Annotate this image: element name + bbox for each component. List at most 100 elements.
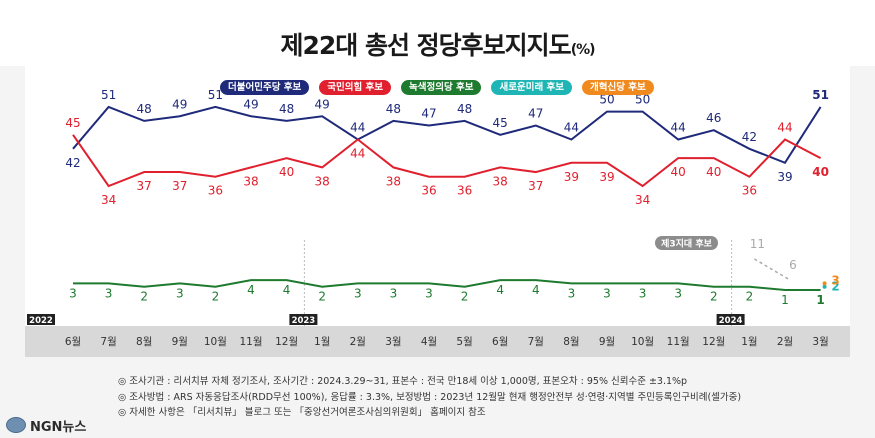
- globe-icon: [6, 417, 26, 433]
- data-label: 36: [457, 184, 472, 198]
- logo-text: NGN뉴스: [30, 419, 87, 435]
- data-label: 37: [528, 179, 543, 193]
- x-tick-label: 5월: [456, 336, 472, 348]
- data-label: 49: [243, 97, 258, 111]
- x-tick-label: 9월: [599, 336, 615, 348]
- legend-item: 국민의힘 후보: [319, 80, 391, 95]
- x-tick-label: 1월: [741, 336, 757, 348]
- note-line: ◎ 조사기관 : 리서치뷰 자체 정기조사, 조사기간 : 2024.3.29~…: [118, 376, 688, 387]
- data-label: 48: [137, 102, 152, 116]
- title-unit: (%): [570, 42, 596, 58]
- data-label: 4: [532, 283, 540, 297]
- data-label: 44: [350, 147, 365, 161]
- third-party-label: 11: [750, 237, 765, 251]
- data-label: 2: [318, 290, 326, 304]
- year-marker: 2024: [716, 314, 745, 326]
- survey-notes: ◎ 조사기관 : 리서치뷰 자체 정기조사, 조사기간 : 2024.3.29~…: [118, 374, 818, 421]
- series-line: [72, 105, 822, 164]
- x-tick-label: 3월: [812, 336, 828, 348]
- year-marker: 2023: [289, 314, 318, 326]
- data-label: 38: [243, 174, 258, 188]
- x-tick-label: 10월: [204, 336, 227, 348]
- data-label: 38: [315, 174, 330, 188]
- data-label: 36: [421, 184, 436, 198]
- data-label: 47: [528, 107, 543, 121]
- x-tick-label: 12월: [275, 336, 298, 348]
- data-label: 42: [65, 156, 80, 170]
- data-label: 2: [746, 290, 754, 304]
- series-point: [822, 281, 827, 286]
- x-tick-label: 3월: [385, 336, 401, 348]
- note-line: ◎ 조사방법 : ARS 자동응답조사(RDD무선 100%), 응답률 : 3…: [118, 391, 742, 403]
- page-title: 제22대 총선 정당후보지지도(%): [0, 26, 875, 62]
- data-label: 49: [172, 97, 187, 111]
- data-label: 34: [635, 193, 650, 207]
- x-tick-label: 10월: [631, 336, 654, 348]
- data-label: 4: [496, 283, 504, 297]
- year-marker-label: 2022: [29, 316, 53, 326]
- data-label: 40: [279, 165, 294, 179]
- data-label: 3: [176, 286, 184, 300]
- data-label: 2: [140, 290, 148, 304]
- x-tick-label: 1월: [314, 336, 330, 348]
- x-tick-label: 11월: [667, 336, 690, 348]
- x-tick-label: 7월: [100, 336, 116, 348]
- x-tick-label: 2월: [777, 336, 793, 348]
- data-label: 36: [742, 184, 757, 198]
- data-label: 2: [212, 290, 220, 304]
- chart-legend: 더불어민주당 후보 국민의힘 후보 녹색정의당 후보 새로운미래 후보 개혁신당 후보: [220, 80, 680, 96]
- data-label: 4: [247, 283, 255, 297]
- data-label: 34: [101, 193, 116, 207]
- data-label: 3: [568, 286, 576, 300]
- data-label: 36: [208, 184, 223, 198]
- data-label: 38: [386, 174, 401, 188]
- data-label: 3: [105, 286, 113, 300]
- x-tick-label: 11월: [239, 336, 262, 348]
- plot-panel: [25, 66, 850, 326]
- data-label: 48: [386, 102, 401, 116]
- legend-item: 개혁신당 후보: [581, 80, 654, 95]
- year-marker-box: [289, 314, 318, 325]
- data-label: 2: [710, 290, 718, 304]
- data-label: 44: [777, 121, 792, 135]
- year-marker: 2022: [27, 314, 55, 326]
- data-label: 44: [564, 121, 579, 135]
- data-label: 3: [639, 286, 647, 300]
- year-marker-label: 2024: [719, 316, 743, 326]
- data-label: 1: [781, 293, 789, 307]
- year-marker-label: 2023: [292, 316, 316, 326]
- data-label: 42: [742, 130, 757, 144]
- data-label: 50: [635, 93, 650, 107]
- data-label: 45: [493, 116, 508, 130]
- data-label: 48: [279, 102, 294, 116]
- x-tick-label: 6월: [65, 336, 81, 348]
- data-label: 3: [390, 286, 398, 300]
- data-label: 50: [599, 93, 614, 107]
- x-axis-band: [25, 326, 850, 357]
- x-tick-label: 12월: [702, 336, 725, 348]
- year-marker-box: [27, 314, 55, 325]
- data-label: 3: [831, 273, 839, 287]
- data-label: 3: [354, 286, 362, 300]
- data-label: 44: [671, 121, 686, 135]
- data-label: 2: [831, 280, 839, 294]
- data-label: 40: [706, 165, 721, 179]
- data-label: 51: [101, 88, 116, 102]
- series-line: [72, 134, 822, 188]
- data-label: 45: [65, 116, 80, 130]
- data-label: 3: [69, 286, 77, 300]
- data-label: 51: [812, 88, 829, 102]
- data-label: 37: [172, 179, 187, 193]
- x-tick-label: 8월: [563, 336, 579, 348]
- x-tick-label: 8월: [136, 336, 152, 348]
- series-point: [822, 284, 827, 289]
- third-party-tag-box: [655, 236, 718, 250]
- third-party-tag-label: 제3지대 후보: [661, 238, 713, 250]
- series-line: [73, 279, 821, 291]
- data-label: 39: [599, 170, 614, 184]
- x-tick-label: 7월: [528, 336, 544, 348]
- note-line: ◎ 자세한 사항은 「리서치뷰」 블로그 또는 「중앙선거여론조사심의위원회」 …: [118, 407, 486, 418]
- data-label: 39: [564, 170, 579, 184]
